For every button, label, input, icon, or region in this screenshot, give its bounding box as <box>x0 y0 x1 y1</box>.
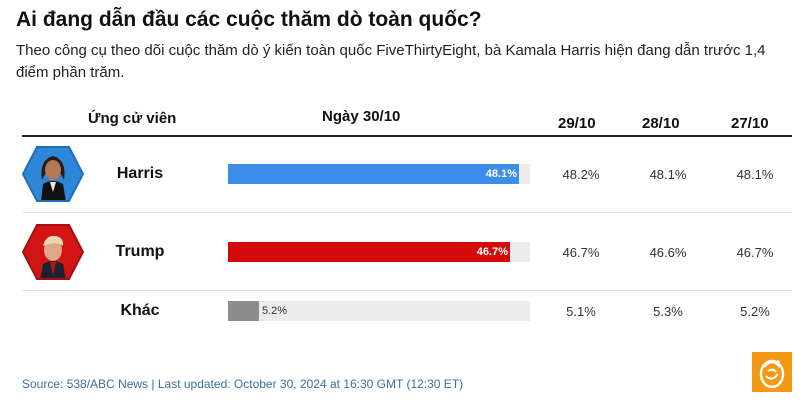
header-date-2: 28/10 <box>642 115 680 132</box>
value-harris-28-10: 48.1% <box>649 167 687 182</box>
bar-track-harris: 48.1% <box>228 164 530 184</box>
value-harris-29-10: 48.2% <box>562 167 600 182</box>
header-date-1: 29/10 <box>558 115 596 132</box>
value-other-29-10: 5.1% <box>566 304 596 319</box>
row-divider <box>22 212 792 213</box>
value-other-27-10: 5.2% <box>740 304 770 319</box>
bar-label-harris: 48.1% <box>485 168 517 180</box>
header-candidate: Ứng cử viên <box>88 110 177 127</box>
header-current-date: Ngày 30/10 <box>322 108 401 125</box>
value-trump-28-10: 46.6% <box>649 245 687 260</box>
bar-track-other: 5.2% <box>228 301 530 321</box>
bar-other <box>228 301 259 321</box>
chart-subtitle: Theo công cụ theo dõi cuộc thăm dò ý kiế… <box>16 42 766 81</box>
header-date-3: 27/10 <box>731 115 769 132</box>
source-note: Source: 538/ABC News | Last updated: Oct… <box>22 377 464 391</box>
value-harris-27-10: 48.1% <box>736 167 774 182</box>
bar-label-other: 5.2% <box>262 305 288 317</box>
chart-title: Ai đang dẫn đầu các cuộc thăm dò toàn qu… <box>16 8 482 31</box>
harris-portrait-icon <box>22 146 84 202</box>
header-divider <box>22 135 792 137</box>
value-other-28-10: 5.3% <box>653 304 683 319</box>
al-jazeera-logo <box>752 352 792 392</box>
bar-label-trump: 46.7% <box>476 246 508 258</box>
candidate-name-harris: Harris <box>116 165 164 182</box>
value-trump-29-10: 46.7% <box>562 245 600 260</box>
value-trump-27-10: 46.7% <box>736 245 774 260</box>
candidate-name-other: Khác <box>120 302 160 319</box>
candidate-name-trump: Trump <box>115 243 165 260</box>
bar-track-trump: 46.7% <box>228 242 530 262</box>
bar-trump <box>228 242 510 262</box>
bar-harris <box>228 164 519 184</box>
trump-portrait-icon <box>22 224 84 280</box>
row-divider <box>22 290 792 291</box>
